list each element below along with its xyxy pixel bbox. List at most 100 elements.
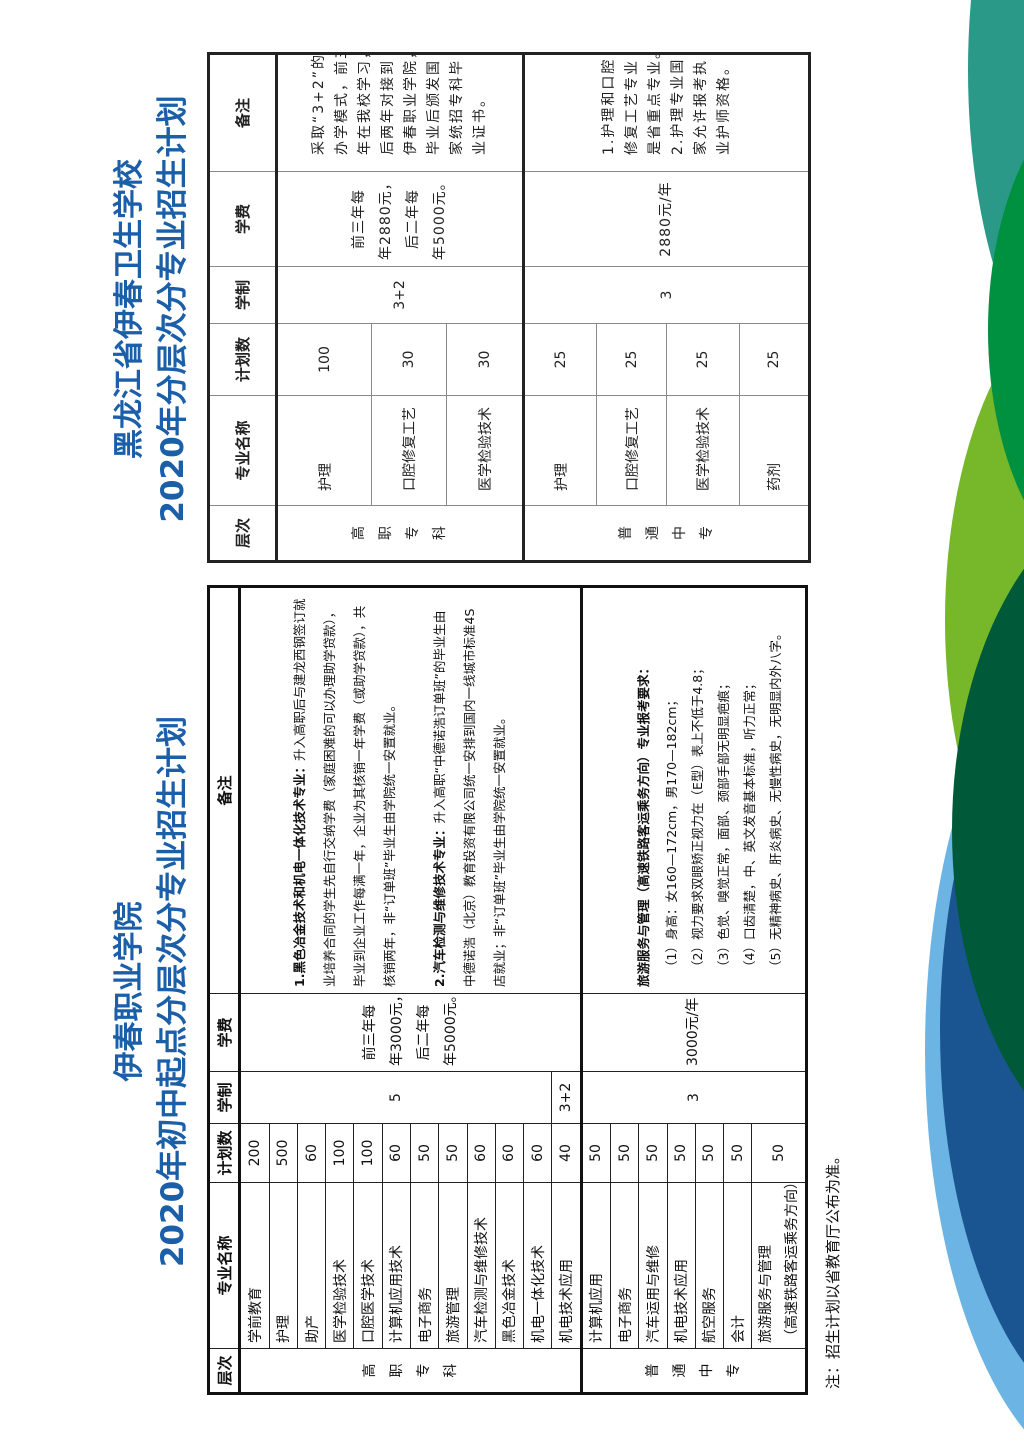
level-cell: 普通中专 bbox=[581, 1348, 807, 1394]
remark-line: 2.汽车检测与维修技术专业：升入高职“中德诺浩订单班”的毕业生由 bbox=[425, 593, 455, 987]
plan-count: 25 bbox=[596, 323, 667, 396]
remark-line: 采取“3+2”的 bbox=[308, 54, 331, 156]
remark-line: 后两年对接到 bbox=[377, 59, 400, 155]
remark-text: 升入高职“中德诺浩订单班”的毕业生由 bbox=[432, 610, 448, 824]
fee-cell: 2880元/年 bbox=[523, 171, 810, 267]
plan-count: 25 bbox=[523, 323, 597, 396]
remark-line: 2.护理专业国 bbox=[667, 57, 690, 155]
major-name: 助产 bbox=[304, 1315, 321, 1343]
remark-line: 家允许报考执 bbox=[690, 59, 713, 155]
left-title: 伊春职业学院 2020年初中起点分层次分专业招生计划 bbox=[110, 588, 194, 1395]
remark-line: （5）无精神病史、肝炎病史、无慢性病史，无明显内外八字。 bbox=[763, 593, 789, 987]
remark-text: （2）视力要求双眼矫正视力在（E型）表上不低于4.8； bbox=[689, 662, 705, 973]
level-label: 普通中专 bbox=[644, 1363, 742, 1378]
major-name: 黑色冶金技术 bbox=[502, 1259, 519, 1343]
remark-line: 业培养合同的学生先自行交纳学费（家庭困难的可以办理助学贷款）， bbox=[315, 593, 345, 987]
remark-text: 业培养合同的学生先自行交纳学费（家庭困难的可以办理助学贷款）， bbox=[322, 605, 338, 987]
remark-text: 业护师资格。 bbox=[715, 59, 732, 155]
remark-text: 毕业后颁发国 bbox=[426, 59, 442, 155]
major-name: 电子商务 bbox=[417, 1287, 434, 1343]
fee-line: 3000元/年 bbox=[685, 997, 702, 1066]
remark-line: 旅游服务与管理（高速铁路客运乘务方向）专业报考要求： bbox=[629, 593, 659, 987]
remark-line: 伊春职业学院， bbox=[400, 54, 423, 156]
fee-cell: 3000元/年 bbox=[581, 993, 807, 1072]
remark-text: 毕业到企业工作每满一年，企业为其核销一年学费（或助学贷款），共 bbox=[352, 605, 368, 987]
major-name: 药剂 bbox=[767, 463, 783, 491]
remark-text: 2.护理专业国 bbox=[669, 57, 686, 155]
duration: 3 bbox=[581, 1071, 807, 1124]
major-name-cell: 电子商务 bbox=[410, 1182, 439, 1349]
plan-count: 25 bbox=[739, 323, 810, 396]
plan-count: 100 bbox=[353, 1123, 383, 1183]
wave-dark-green bbox=[952, 568, 1024, 1092]
header-remarks: 备注 bbox=[208, 53, 277, 172]
major-name-cell: 汽车检测与维修技术 bbox=[467, 1182, 496, 1349]
level-cell: 高职专科 bbox=[239, 1348, 582, 1394]
major-name-cell: 旅游服务与管理 （高速铁路客运乘务方向） bbox=[751, 1182, 807, 1349]
major-name: 口腔医学技术 bbox=[361, 1259, 378, 1343]
major-name: 口腔修复工艺 bbox=[402, 407, 418, 491]
level-cell: 高职专科 bbox=[276, 505, 524, 562]
fee-line: 年5000元。 bbox=[432, 175, 448, 260]
major-name: 电子商务 bbox=[617, 1287, 634, 1343]
remark-line: 业证书。 bbox=[469, 61, 492, 155]
remark-line: 是省重点专业。 bbox=[644, 54, 667, 156]
remark-emphasis: 1.黑色冶金技术和机电一体化技术专业： bbox=[292, 761, 308, 987]
major-name: 医学检验技术 bbox=[332, 1259, 349, 1343]
major-name: 旅游管理 bbox=[445, 1287, 462, 1343]
level-label: 高职专科 bbox=[361, 1363, 459, 1378]
table-row: 高职专科 学前教育 200 5 前三年每 年3000元， 后二年每 年5000元。 1.黑色冶金… bbox=[239, 586, 582, 1394]
remark-text: 采取“3+2”的 bbox=[311, 53, 327, 156]
major-name-cell: 机电一体化技术 bbox=[523, 1182, 552, 1349]
remark-text: 伊春职业学院， bbox=[403, 53, 419, 156]
major-name-cell: 医学检验技术 bbox=[446, 395, 524, 506]
plan-count: 50 bbox=[638, 1123, 668, 1183]
wave-green bbox=[988, 159, 1024, 501]
major-name-cell: 电子商务 bbox=[610, 1182, 639, 1349]
fee-line: 后二年每 bbox=[415, 1004, 432, 1061]
major-name-cell: 护理 bbox=[269, 1182, 298, 1349]
right-enrollment-table: 层次 专业名称 计划数 学制 学费 备注 高职专科 护理 100 3+2 前三年每 年2880元， 后二… bbox=[207, 52, 811, 563]
major-name-cell: 口腔修复工艺 bbox=[596, 395, 667, 506]
plan-count: 60 bbox=[382, 1123, 411, 1183]
remark-text: 办学模式，前三 bbox=[334, 53, 350, 156]
fee-line: 前三年每 bbox=[351, 189, 367, 249]
right-title-school: 黑龙江省伊春卫生学校 bbox=[112, 159, 147, 459]
major-name-cell: 计算机应用技术 bbox=[382, 1182, 411, 1349]
fee-line: 年5000元。 bbox=[442, 993, 459, 1067]
remark-text: 核销两年，非“订单班”毕业生由学院统一安置就业。 bbox=[382, 699, 398, 987]
remark-line: 1.黑色冶金技术和机电一体化技术专业：升入高职后与建龙西钢签订就 bbox=[285, 593, 315, 987]
major-name-cell: 口腔医学技术 bbox=[353, 1182, 383, 1349]
right-title: 黑龙江省伊春卫生学校 2020年分层次分专业招生计划 bbox=[110, 55, 194, 563]
fee-cell: 前三年每 年2880元， 后二年每 年5000元。 bbox=[276, 171, 524, 267]
major-name: 机电技术应用 bbox=[559, 1259, 576, 1343]
remarks-cell: 1.黑色冶金技术和机电一体化技术专业：升入高职后与建龙西钢签订就 业培养合同的学生… bbox=[239, 586, 582, 994]
major-name-cell: 护理 bbox=[523, 395, 597, 506]
header-major: 专业名称 bbox=[208, 1182, 240, 1349]
remark-text: 家统招专科毕 bbox=[449, 59, 465, 155]
remark-line: 家统招专科毕 bbox=[446, 59, 469, 155]
plan-count: 500 bbox=[269, 1123, 298, 1183]
fee-line: 后二年每 bbox=[405, 189, 421, 249]
plan-count: 50 bbox=[751, 1123, 807, 1183]
level-cell: 普通中专 bbox=[523, 505, 810, 562]
remark-line: 毕业后颁发国 bbox=[423, 59, 446, 155]
major-name-cell: 机电技术应用 bbox=[551, 1182, 582, 1349]
remark-text: 升入高职后与建龙西钢签订就 bbox=[292, 598, 308, 762]
plan-count: 50 bbox=[723, 1123, 752, 1183]
header-duration: 学制 bbox=[208, 1071, 240, 1124]
remark-text: 家允许报考执 bbox=[692, 59, 709, 155]
remark-text: 年在我校学习， bbox=[357, 53, 373, 156]
plan-count: 50 bbox=[610, 1123, 639, 1183]
major-name-cell: 航空服务 bbox=[695, 1182, 724, 1349]
major-name: 航空服务 bbox=[702, 1287, 719, 1343]
major-name: 学前教育 bbox=[247, 1287, 264, 1343]
major-name-cell: 计算机应用 bbox=[581, 1182, 611, 1349]
plan-count: 25 bbox=[666, 323, 740, 396]
duration: 3+2 bbox=[276, 266, 524, 324]
plan-count: 200 bbox=[239, 1123, 270, 1183]
left-title-plan: 2020年初中起点分层次分专业招生计划 bbox=[155, 715, 191, 1268]
remark-line: （4）口齿清楚，中、英文发音基本标准，听力正常； bbox=[737, 593, 763, 987]
remark-text: 1.护理和口腔 bbox=[600, 57, 617, 155]
